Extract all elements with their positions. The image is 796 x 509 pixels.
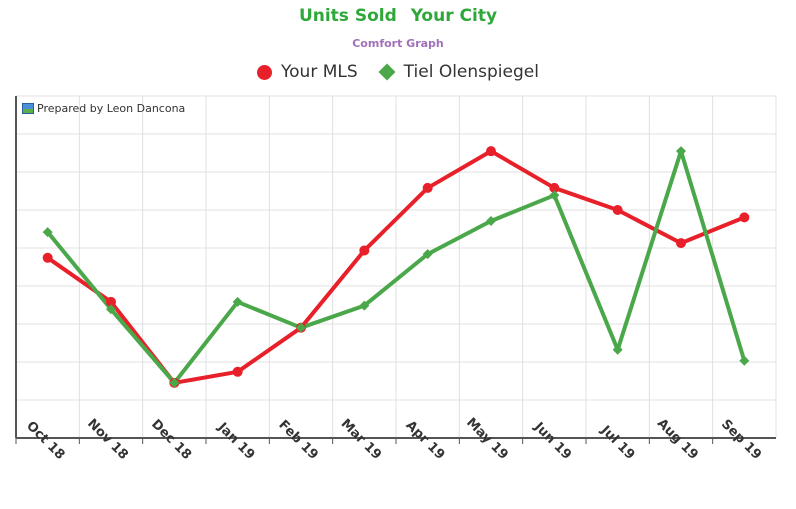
circle-marker-icon bbox=[257, 64, 273, 80]
x-tick-label: Jul 19 bbox=[597, 422, 637, 462]
data-point-series-2 bbox=[422, 249, 433, 260]
data-point-series-2 bbox=[42, 227, 53, 238]
chart-subtitle: Comfort Graph bbox=[352, 37, 444, 50]
data-point-series-2 bbox=[359, 300, 370, 311]
image-icon bbox=[22, 103, 34, 114]
data-point-series-1 bbox=[422, 182, 433, 193]
data-point-series-1 bbox=[612, 205, 623, 215]
data-point-series-1 bbox=[359, 245, 370, 256]
legend-item-series-1[interactable]: Your MLS bbox=[257, 62, 358, 82]
data-point-series-1 bbox=[232, 366, 243, 377]
credit-text: Prepared by Leon Dancona bbox=[37, 102, 186, 115]
legend-label-series-1: Your MLS bbox=[281, 62, 358, 82]
x-tick-label: Nov 18 bbox=[84, 416, 131, 463]
x-tick-label: Aug 19 bbox=[654, 416, 701, 463]
data-point-series-1 bbox=[676, 238, 686, 249]
data-point-series-2 bbox=[549, 190, 560, 201]
series-line-2 bbox=[45, 149, 747, 385]
data-point-series-2 bbox=[612, 344, 623, 355]
chart-title-part2: Your City bbox=[410, 6, 498, 26]
chart-legend: Your MLS Tiel Olenspiegel bbox=[0, 62, 796, 82]
x-tick-label: Jun 19 bbox=[530, 419, 574, 463]
data-point-series-1 bbox=[739, 212, 750, 223]
data-point-series-2 bbox=[296, 322, 306, 333]
chart-title-part1: Units Sold bbox=[298, 6, 397, 26]
data-point-series-2 bbox=[169, 377, 180, 388]
chart-title: Units Sold Your City bbox=[0, 6, 796, 26]
x-tick-label: Jan 19 bbox=[214, 419, 257, 462]
legend-label-series-2: Tiel Olenspiegel bbox=[403, 62, 539, 82]
data-point-series-1 bbox=[42, 252, 53, 263]
legend-item-series-2[interactable]: Tiel Olenspiegel bbox=[378, 62, 539, 82]
data-point-series-1 bbox=[549, 182, 560, 193]
data-point-series-2 bbox=[739, 355, 750, 366]
x-tick-label: Apr 19 bbox=[403, 418, 448, 463]
data-point-series-2 bbox=[486, 216, 496, 227]
data-point-series-1 bbox=[486, 146, 496, 157]
data-point-series-2 bbox=[676, 146, 686, 157]
x-tick-label: Feb 19 bbox=[275, 418, 320, 463]
x-tick-label: Mar 19 bbox=[338, 416, 384, 462]
credit-note: Prepared by Leon Dancona bbox=[22, 102, 185, 115]
data-point-series-1 bbox=[106, 296, 116, 307]
data-point-series-2 bbox=[106, 304, 116, 315]
x-tick-label: Oct 18 bbox=[23, 419, 67, 463]
x-tick-label: Sep 19 bbox=[718, 417, 764, 463]
x-tick-label: Dec 18 bbox=[148, 417, 194, 463]
data-point-series-2 bbox=[232, 296, 243, 307]
